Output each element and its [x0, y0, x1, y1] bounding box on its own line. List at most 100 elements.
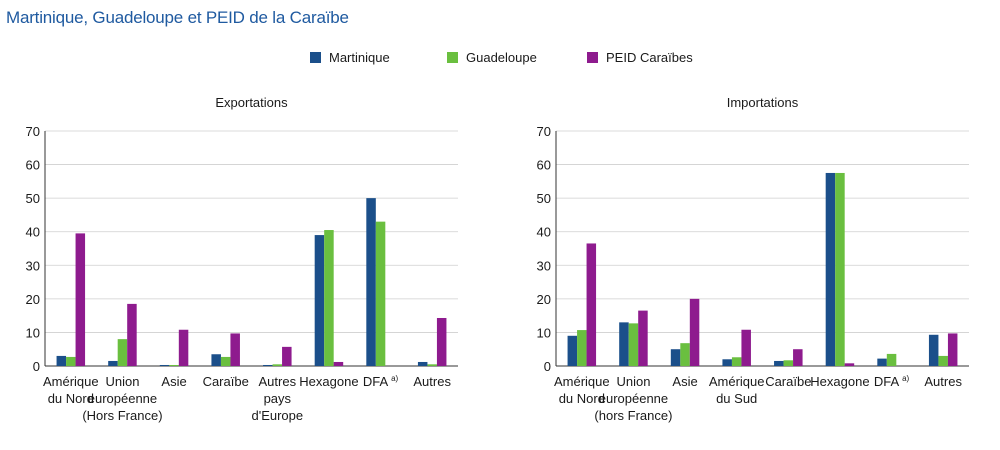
- x-tick-label: DFA a): [874, 374, 910, 389]
- x-tick-label: d'Europe: [251, 408, 303, 423]
- bar-guadeloupe-amerique: [577, 330, 587, 366]
- x-tick-label: du Nord: [559, 391, 605, 406]
- bar-martinique-caraibe: [774, 360, 784, 366]
- y-tick-label: 10: [26, 325, 40, 340]
- legend-item-martinique: Martinique: [310, 50, 390, 65]
- exports-chart: Exportations 0 10 20 30 40 50 60 70 Amérique du No…: [26, 95, 458, 423]
- figure-title: Martinique, Guadeloupe et PEID de la Car…: [6, 8, 349, 27]
- x-tick-label: Hexagone: [299, 374, 358, 389]
- bar-peid-caraibes-caraibe: [793, 349, 803, 366]
- bar-peid-caraibes-amerique: [741, 329, 751, 366]
- bar-martinique-autres: [417, 361, 428, 366]
- bar-guadeloupe-dfa-a: [886, 353, 897, 366]
- bar-peid-caraibes-autres: [436, 317, 447, 366]
- bar-martinique-union: [619, 322, 629, 366]
- bar-peid-caraibes-asie: [178, 329, 189, 366]
- bar-guadeloupe-asie: [680, 343, 690, 366]
- x-tick-label: Hexagone: [810, 374, 869, 389]
- bar-peid-caraibes-asie: [689, 298, 700, 366]
- y-tick-label: 20: [537, 292, 551, 307]
- bar-guadeloupe-hexagone: [835, 172, 845, 366]
- bar-martinique-union: [108, 360, 118, 366]
- x-tick-label: DFA a): [363, 374, 399, 389]
- legend-item-guadeloupe: Guadeloupe: [447, 50, 537, 65]
- legend: Martinique Guadeloupe PEID Caraïbes: [0, 50, 1000, 70]
- x-tick-label: (Hors France): [82, 408, 162, 423]
- bar-martinique-amerique: [56, 355, 67, 366]
- bar-martinique-asie: [159, 364, 170, 366]
- bar-guadeloupe-hexagone: [324, 230, 334, 366]
- y-tick-label: 40: [26, 225, 40, 240]
- y-tick-label: 50: [537, 191, 551, 206]
- bar-martinique-dfa-a: [366, 198, 376, 366]
- legend-item-peid: PEID Caraïbes: [587, 50, 693, 65]
- bar-peid-caraibes-union: [638, 310, 648, 366]
- y-tick-label: 0: [33, 359, 40, 374]
- bar-guadeloupe-dfa-a: [375, 221, 386, 366]
- x-tick-label: Amérique: [43, 374, 99, 389]
- x-tick-label: Amérique: [554, 374, 610, 389]
- bar-martinique-autres: [928, 334, 939, 366]
- bar-peid-caraibes-amerique: [586, 243, 597, 366]
- bar-guadeloupe-caraibe: [220, 356, 231, 366]
- bar-peid-caraibes-autres: [282, 346, 292, 366]
- y-tick-label: 30: [537, 258, 551, 273]
- bar-peid-caraibes-union: [127, 303, 137, 366]
- bar-guadeloupe-union: [117, 339, 128, 366]
- bar-martinique-amerique: [567, 335, 578, 366]
- bar-peid-caraibes-autres: [947, 333, 958, 366]
- bar-martinique-hexagone: [314, 235, 325, 366]
- bar-guadeloupe-autres: [272, 364, 283, 366]
- bar-martinique-autres: [263, 364, 273, 366]
- legend-label-guadeloupe: Guadeloupe: [466, 50, 537, 65]
- legend-label-martinique: Martinique: [329, 50, 390, 65]
- bar-guadeloupe-union: [628, 323, 639, 366]
- bar-peid-caraibes-hexagone: [844, 363, 855, 366]
- bar-peid-caraibes-amerique: [75, 233, 86, 366]
- y-tick-label: 20: [26, 292, 40, 307]
- bar-peid-caraibes-caraibe: [230, 333, 240, 366]
- y-tick-label: 40: [537, 225, 551, 240]
- bar-guadeloupe-caraibe: [783, 360, 794, 366]
- legend-label-peid: PEID Caraïbes: [606, 50, 693, 65]
- x-tick-label: Caraïbe: [203, 374, 249, 389]
- bar-martinique-caraibe: [211, 354, 221, 366]
- x-tick-label: pays: [264, 391, 292, 406]
- bar-martinique-asie: [670, 349, 681, 366]
- x-tick-label: Autres: [924, 374, 962, 389]
- x-tick-label: Caraïbe: [765, 374, 811, 389]
- bar-martinique-hexagone: [825, 172, 836, 366]
- y-tick-label: 60: [537, 158, 551, 173]
- x-tick-label: Autres: [413, 374, 451, 389]
- bar-martinique-dfa-a: [877, 358, 887, 366]
- y-tick-label: 70: [26, 124, 40, 139]
- y-tick-label: 60: [26, 158, 40, 173]
- y-tick-label: 70: [537, 124, 551, 139]
- bar-guadeloupe-autres: [427, 364, 437, 366]
- x-tick-label: Amérique: [709, 374, 765, 389]
- imports-chart: Importations 0 10 20 30 40 50 60 70 Amérique du No…: [537, 95, 969, 423]
- legend-swatch-guadeloupe: [447, 52, 458, 63]
- bar-peid-caraibes-hexagone: [333, 361, 344, 366]
- x-tick-label: Union: [616, 374, 650, 389]
- bar-guadeloupe-amerique: [66, 356, 76, 366]
- bar-guadeloupe-amerique: [731, 357, 742, 366]
- bar-guadeloupe-asie: [169, 364, 179, 366]
- x-tick-label: européenne: [88, 391, 157, 406]
- y-tick-label: 50: [26, 191, 40, 206]
- y-tick-label: 30: [26, 258, 40, 273]
- x-tick-label: européenne: [599, 391, 668, 406]
- bar-martinique-amerique: [722, 359, 732, 366]
- x-tick-label: Asie: [672, 374, 697, 389]
- y-tick-label: 10: [537, 325, 551, 340]
- legend-swatch-martinique: [310, 52, 321, 63]
- chart-title: Exportations: [215, 95, 288, 110]
- x-tick-label: (hors France): [594, 408, 672, 423]
- x-tick-label: Union: [105, 374, 139, 389]
- x-tick-label: du Sud: [716, 391, 757, 406]
- x-tick-label: Autres: [259, 374, 297, 389]
- chart-title: Importations: [727, 95, 799, 110]
- x-tick-label: Asie: [161, 374, 186, 389]
- x-tick-label: du Nord: [48, 391, 94, 406]
- y-tick-label: 0: [544, 359, 551, 374]
